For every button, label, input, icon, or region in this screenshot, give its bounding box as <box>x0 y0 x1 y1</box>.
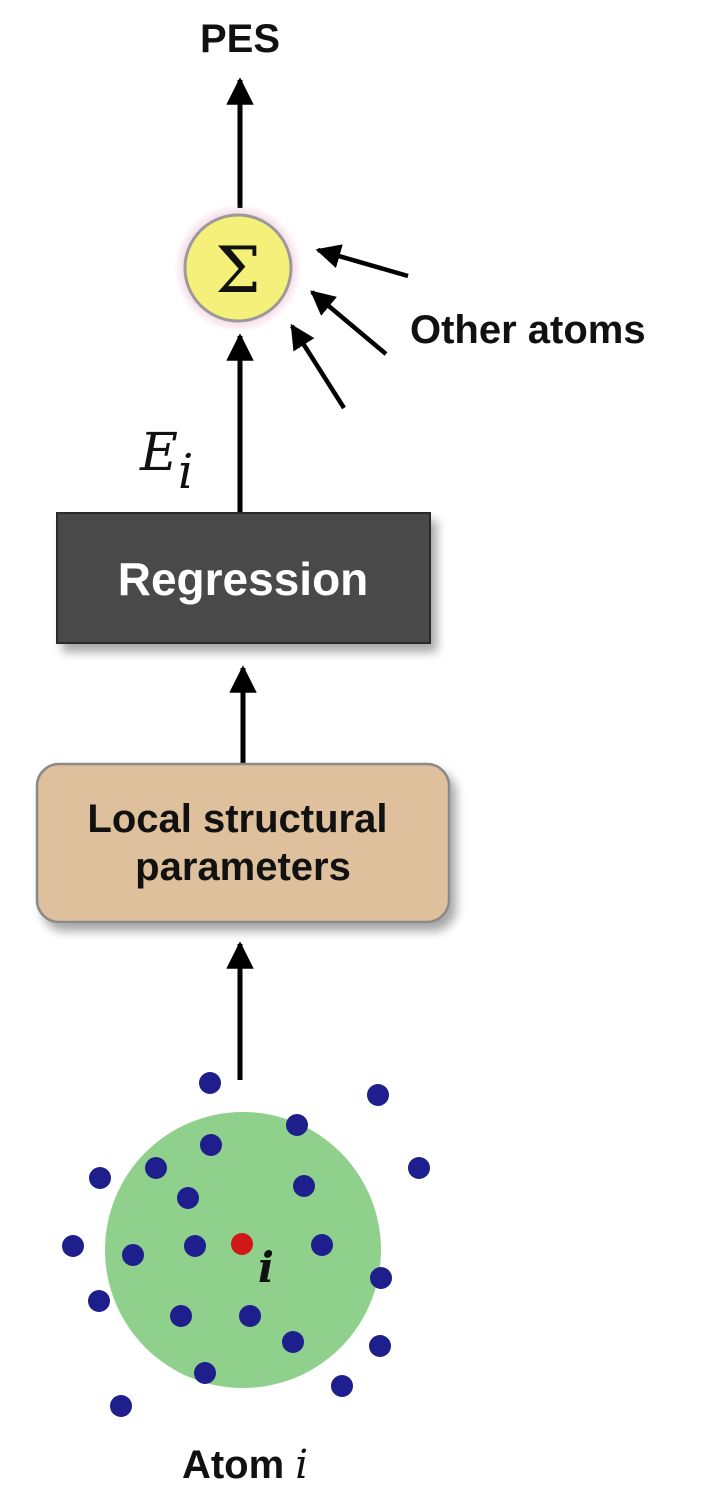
neighbor-atom <box>311 1234 333 1256</box>
neighbor-atom <box>239 1305 261 1327</box>
summation-node: Σ <box>174 204 302 332</box>
other-atoms-arrows <box>290 244 409 410</box>
energy-subscript: i <box>178 444 193 500</box>
energy-main: E <box>139 423 178 483</box>
regression-box <box>56 512 431 644</box>
neighbor-atom <box>89 1167 111 1189</box>
neighbor-atom <box>184 1235 206 1257</box>
neighbor-atom <box>282 1331 304 1353</box>
neighbor-atom <box>369 1335 391 1357</box>
neighbor-atom <box>177 1187 199 1209</box>
neighbor-atom <box>367 1084 389 1106</box>
neighbor-atom <box>286 1114 308 1136</box>
neighbor-atom <box>408 1157 430 1179</box>
local-params-label: Local structural parameters <box>87 797 398 889</box>
neighbor-atom <box>170 1305 192 1327</box>
regression-rect <box>56 512 431 644</box>
central-atom <box>231 1233 253 1255</box>
summation-symbol: Σ <box>215 234 260 308</box>
neighbor-atom <box>110 1395 132 1417</box>
neighbor-atom <box>200 1134 222 1156</box>
neighbor-atom <box>194 1362 216 1384</box>
energy-label: Ei <box>139 423 193 500</box>
other-atoms-label: Other atoms <box>410 308 646 352</box>
neighbor-atoms <box>62 1072 430 1417</box>
local-params-rect <box>35 762 451 924</box>
central-atom-label: i <box>258 1243 274 1292</box>
neighbor-atom <box>370 1267 392 1289</box>
neighbor-atom <box>122 1244 144 1266</box>
summation-circle <box>183 213 293 323</box>
atom-caption-text: Atom <box>182 1443 295 1487</box>
other-atom-arrow-1 <box>315 244 409 279</box>
neighbor-atom <box>88 1290 110 1312</box>
other-atom-arrow-3 <box>290 323 346 410</box>
atom-neighborhood: i <box>62 1072 430 1417</box>
pes-label: PES <box>200 17 280 61</box>
other-atom-arrow-2 <box>310 290 388 356</box>
local-params-line2: parameters <box>135 845 351 889</box>
local-params-box <box>35 762 451 924</box>
regression-label: Regression <box>118 553 369 605</box>
atom-caption-var: i <box>295 1442 308 1488</box>
neighbor-atom <box>331 1375 353 1397</box>
atom-caption: Atom i <box>182 1442 308 1488</box>
neighbor-atom <box>293 1175 315 1197</box>
neighbor-atom <box>62 1235 84 1257</box>
neighbor-atom <box>199 1072 221 1094</box>
local-params-line1: Local structural <box>87 797 387 841</box>
neighbor-atom <box>145 1157 167 1179</box>
